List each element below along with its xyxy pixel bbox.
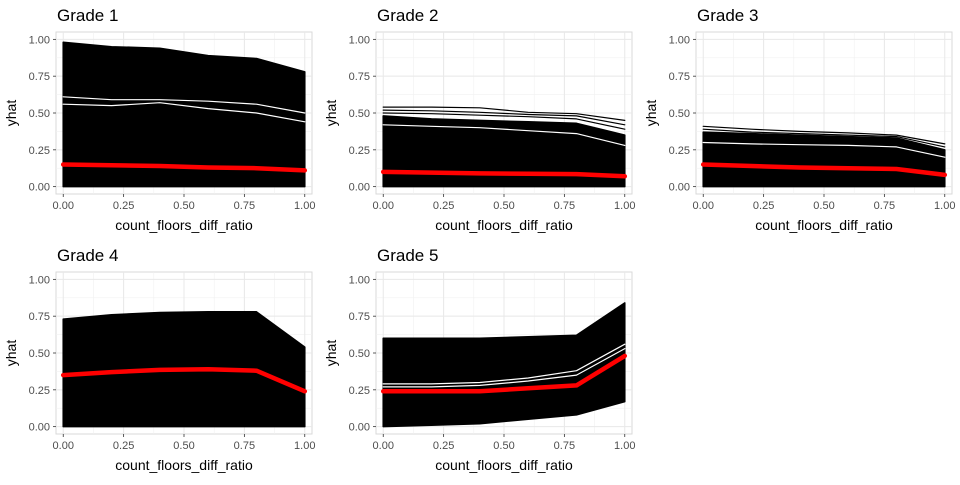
panel-title: Grade 5	[377, 246, 438, 265]
panel-title: Grade 4	[57, 246, 118, 265]
y-tick-label: 0.50	[29, 108, 50, 120]
x-tick-label: 0.75	[874, 200, 895, 212]
y-axis-title: yhat	[323, 100, 339, 127]
x-tick-label: 0.25	[433, 440, 454, 452]
y-tick-label: 0.25	[29, 145, 50, 157]
y-axis-title: yhat	[323, 340, 339, 367]
ice-curves-band	[62, 41, 306, 188]
x-axis-title: count_floors_diff_ratio	[115, 217, 253, 233]
x-tick-label: 0.50	[173, 440, 194, 452]
y-tick-label: 0.50	[349, 348, 370, 360]
y-tick-label: 1.00	[29, 274, 50, 286]
x-tick-label: 0.00	[373, 200, 394, 212]
panel-title: Grade 3	[697, 6, 758, 25]
x-tick-label: 0.75	[234, 200, 255, 212]
y-tick-label: 0.75	[669, 71, 690, 83]
ice-curve-line	[382, 106, 626, 122]
average-pdp-line	[60, 162, 308, 173]
x-tick-label: 1.00	[614, 200, 635, 212]
ice-curves-band	[382, 115, 626, 188]
y-tick-label: 1.00	[349, 34, 370, 46]
x-axis-title: count_floors_diff_ratio	[435, 457, 573, 473]
x-tick-label: 0.00	[53, 200, 74, 212]
y-tick-label: 0.50	[349, 108, 370, 120]
y-tick-label: 0.25	[29, 385, 50, 397]
panel-grade-3: 0.00 0.25 0.50 0.75 1.00 0.00 0.25 0.50 0.75 1.00…	[643, 6, 955, 233]
y-tick-label: 0.50	[669, 108, 690, 120]
y-tick-label: 0.50	[29, 348, 50, 360]
y-axis-title: yhat	[3, 340, 19, 367]
x-tick-label: 0.25	[113, 440, 134, 452]
x-tick-label: 0.00	[53, 440, 74, 452]
ice-curve-line	[62, 96, 306, 114]
y-tick-label: 0.75	[29, 71, 50, 83]
x-tick-label: 0.75	[234, 440, 255, 452]
panel-grade-2: 0.00 0.25 0.50 0.75 1.00 0.00 0.25 0.50 0.75 1.00…	[323, 6, 635, 233]
y-tick-label: 0.75	[29, 311, 50, 323]
x-tick-label: 0.75	[554, 200, 575, 212]
ice-curve-line	[702, 128, 946, 148]
ice-curves-band	[382, 302, 626, 428]
ice-curve-line	[62, 102, 306, 123]
x-axis-title: count_floors_diff_ratio	[115, 457, 253, 473]
panel-title: Grade 1	[57, 6, 118, 25]
average-pdp-line	[700, 162, 948, 178]
y-tick-label: 0.25	[349, 145, 370, 157]
panel-grade-5: 0.00 0.25 0.50 0.75 1.00 0.00 0.25 0.50 0.75 1.00…	[323, 246, 635, 473]
y-axis-title: yhat	[643, 100, 659, 127]
panel-title: Grade 2	[377, 6, 438, 25]
y-tick-label: 0.00	[669, 182, 690, 194]
x-tick-label: 1.00	[294, 200, 315, 212]
x-tick-label: 0.50	[813, 200, 834, 212]
ice-curve-line	[702, 125, 946, 145]
y-tick-label: 0.00	[349, 182, 370, 194]
x-tick-label: 0.25	[113, 200, 134, 212]
ice-curve-line	[382, 112, 626, 130]
x-tick-label: 1.00	[934, 200, 955, 212]
ice-curve-line	[382, 348, 626, 388]
ice-curve-line	[702, 141, 946, 158]
y-tick-label: 1.00	[349, 274, 370, 286]
y-tick-label: 0.25	[349, 385, 370, 397]
x-tick-label: 0.50	[493, 440, 514, 452]
panel-grade-4: 0.00 0.25 0.50 0.75 1.00 0.00 0.25 0.50 0.75 1.00…	[3, 246, 315, 473]
ice-curve-line	[382, 109, 626, 126]
y-tick-label: 1.00	[29, 34, 50, 46]
x-tick-label: 0.50	[493, 200, 514, 212]
x-tick-label: 1.00	[294, 440, 315, 452]
x-tick-label: 0.75	[554, 440, 575, 452]
average-pdp-line	[380, 169, 628, 179]
y-tick-label: 0.75	[349, 311, 370, 323]
x-tick-label: 0.00	[373, 440, 394, 452]
y-tick-label: 0.00	[29, 422, 50, 434]
x-tick-label: 0.25	[433, 200, 454, 212]
y-axis-title: yhat	[3, 100, 19, 127]
y-tick-label: 0.25	[669, 145, 690, 157]
y-tick-label: 0.00	[29, 182, 50, 194]
panel-grade-1: 0.00 0.25 0.50 0.75 1.00 0.00 0.25 0.50 0.75 1.00…	[3, 6, 315, 233]
average-pdp-line	[380, 353, 628, 394]
x-tick-label: 0.50	[173, 200, 194, 212]
x-tick-label: 1.00	[614, 440, 635, 452]
ice-curve-line	[382, 343, 626, 385]
y-tick-label: 0.00	[349, 422, 370, 434]
x-axis-title: count_floors_diff_ratio	[755, 217, 893, 233]
x-tick-label: 0.25	[753, 200, 774, 212]
ice-curve-line	[382, 124, 626, 146]
ice-curves-band	[702, 131, 946, 188]
y-tick-label: 1.00	[669, 34, 690, 46]
average-pdp-line	[60, 366, 308, 394]
x-axis-title: count_floors_diff_ratio	[435, 217, 573, 233]
y-tick-label: 0.75	[349, 71, 370, 83]
x-tick-label: 0.00	[693, 200, 714, 212]
